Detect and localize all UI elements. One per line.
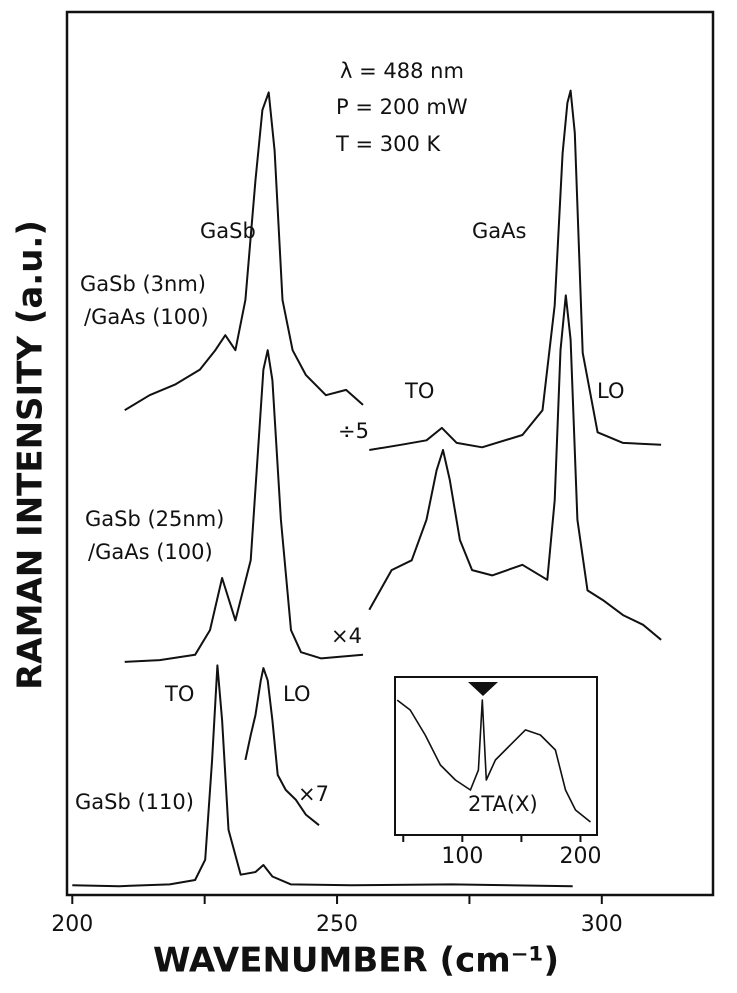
annotation: T = 300 K [335, 132, 442, 156]
spectrum-line [124, 349, 364, 663]
spectrum-line [396, 699, 591, 823]
annotation: 2TA(X) [468, 792, 538, 816]
plot-frame [65, 10, 715, 897]
annotation: GaSb (110) [75, 790, 194, 814]
x-tick-label: 200 [51, 912, 93, 937]
annotation: GaSb (25nm) [85, 507, 224, 531]
annotation: /GaAs (100) [84, 305, 209, 329]
inset-frame [394, 676, 598, 836]
inset-arrow [468, 682, 498, 696]
spectrum-line [72, 664, 573, 888]
annotation: P = 200 mW [336, 95, 468, 119]
annotation: λ = 488 nm [340, 59, 464, 83]
x-tick-label: 250 [316, 912, 358, 937]
spectrum-line [368, 294, 662, 641]
annotation: GaSb (3nm) [80, 272, 206, 296]
annotation: TO [404, 379, 434, 403]
spectrum-line [124, 91, 364, 412]
x-tick-label: 200 [559, 844, 601, 869]
annotation: /GaAs (100) [88, 540, 213, 564]
x-axis-label: WAVENUMBER (cm⁻¹) [153, 941, 559, 981]
annotation: GaAs [472, 219, 526, 243]
annotation: ×4 [331, 624, 362, 648]
x-tick-label: 300 [581, 912, 623, 937]
y-axis-label: RAMAN INTENSITY (a.u.) [11, 220, 51, 690]
annotation: LO [283, 682, 310, 706]
annotation: GaSb [200, 219, 256, 243]
annotation: ×7 [298, 782, 329, 806]
x-tick-label: 100 [441, 844, 483, 869]
annotation: LO [597, 379, 624, 403]
annotation: TO [164, 682, 194, 706]
spectrum-line [369, 89, 662, 451]
spectrum-line [244, 667, 320, 826]
annotation: ÷5 [338, 419, 369, 443]
